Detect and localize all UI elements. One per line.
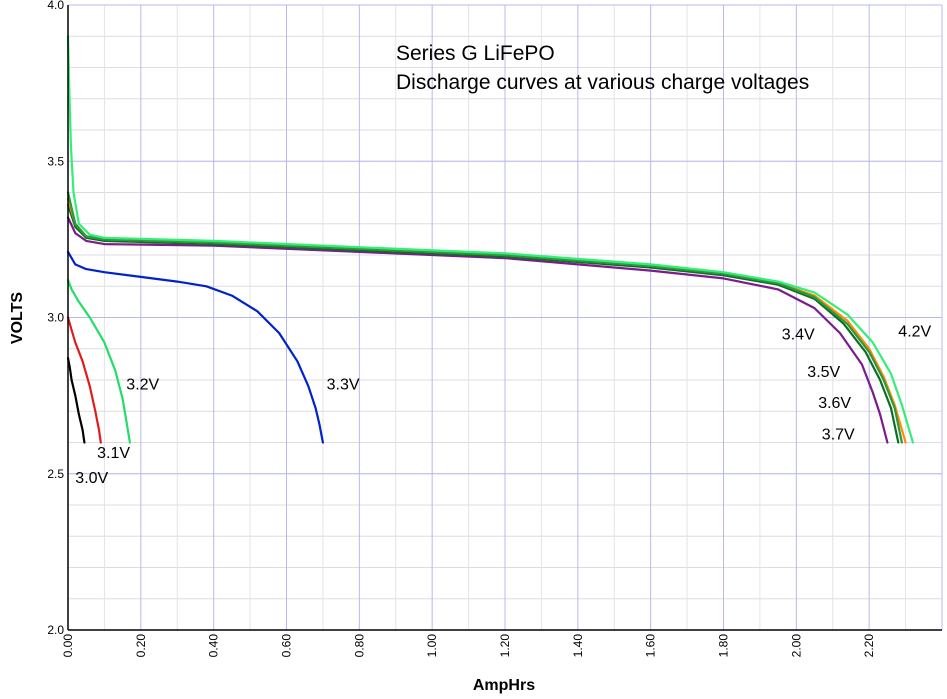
x-tick-label: 1.40 bbox=[571, 634, 585, 658]
x-axis-title: AmpHrs bbox=[473, 677, 535, 694]
x-tick-labels: 0.00 0.20 0.40 0.60 0.80 1.00 1.20 1.40 1.60 1.80… bbox=[61, 634, 876, 658]
curve-label-3_3V: 3.3V bbox=[327, 376, 360, 393]
x-tick-label: 0.20 bbox=[134, 634, 148, 658]
y-tick-label: 3.5 bbox=[47, 154, 64, 168]
x-tick-label: 1.80 bbox=[717, 634, 731, 658]
series-line-3_0V bbox=[66, 357, 86, 444]
chart-subtitle: Discharge curves at various charge volta… bbox=[396, 71, 809, 94]
series-line-4_2V bbox=[66, 35, 914, 444]
curve-labels: 3.0V 3.1V 3.2V 3.3V 3.4V 3.5V 3.6V 3.7V 4.2V bbox=[75, 323, 931, 487]
curve-label-3_5V: 3.5V bbox=[807, 364, 840, 381]
curve-label-3_4V: 3.4V bbox=[782, 326, 815, 343]
x-tick-label: 1.20 bbox=[498, 634, 512, 658]
y-tick-label: 4.0 bbox=[47, 0, 64, 12]
series-line-3_7V bbox=[66, 191, 903, 444]
series-line-3_2V bbox=[66, 278, 131, 444]
x-tick-label: 0.60 bbox=[280, 634, 294, 658]
x-tick-label: 0.40 bbox=[207, 634, 221, 658]
curve-label-3_0V: 3.0V bbox=[75, 470, 108, 487]
x-tick-label: 1.00 bbox=[425, 634, 439, 658]
x-tick-label: 2.20 bbox=[862, 634, 876, 658]
chart-title: Series G LiFePO bbox=[396, 42, 555, 65]
series-line-3_4V bbox=[66, 216, 889, 444]
y-axis-title: VOLTS bbox=[9, 292, 26, 344]
x-tick-label: 0.80 bbox=[352, 634, 366, 658]
y-tick-label: 3.0 bbox=[47, 311, 64, 325]
series-line-3_3V bbox=[66, 250, 324, 444]
y-tick-label: 2.5 bbox=[47, 467, 64, 481]
x-tick-label: 0.00 bbox=[61, 634, 75, 658]
y-tick-labels: 2.0 2.5 3.0 3.5 4.0 bbox=[47, 0, 64, 637]
curve-label-4_2V: 4.2V bbox=[898, 323, 931, 340]
curve-label-3_6V: 3.6V bbox=[818, 395, 851, 412]
curve-label-3_1V: 3.1V bbox=[97, 445, 130, 462]
series-layer bbox=[66, 35, 914, 444]
y-tick-label: 2.0 bbox=[47, 623, 64, 637]
series-line-3_5V bbox=[66, 203, 900, 444]
curve-label-3_7V: 3.7V bbox=[822, 426, 855, 443]
series-line-3_1V bbox=[66, 316, 102, 444]
x-tick-label: 1.60 bbox=[644, 634, 658, 658]
x-tick-label: 2.00 bbox=[789, 634, 803, 658]
curve-label-3_2V: 3.2V bbox=[126, 376, 159, 393]
